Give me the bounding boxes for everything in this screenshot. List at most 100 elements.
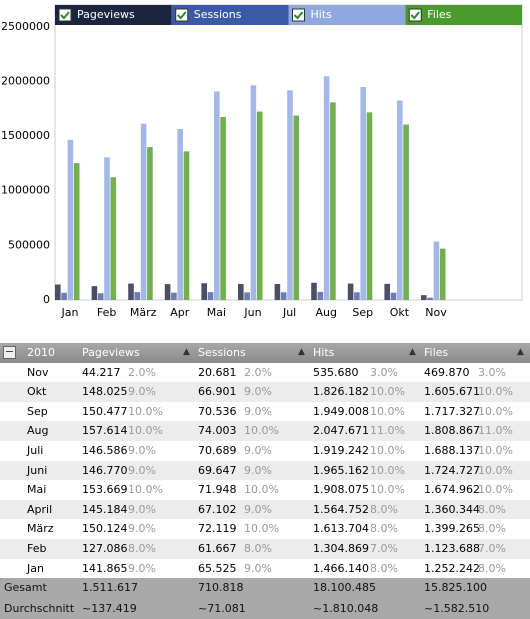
bar bbox=[439, 248, 446, 300]
bar bbox=[330, 102, 336, 300]
value-cell: 65.525 bbox=[198, 561, 237, 575]
bar bbox=[384, 283, 390, 300]
value-cell: 150.477 bbox=[82, 404, 128, 418]
value-cell: 1.717.327 bbox=[424, 404, 480, 418]
percent-cell: 10.0% bbox=[370, 385, 405, 399]
bar bbox=[104, 157, 110, 300]
column-header: 2010 bbox=[27, 346, 55, 359]
table-row: Okt 148.025 9.0% 66.901 9.0% 1.826.182 10.0% 1.… bbox=[0, 382, 530, 402]
value-cell: 1.466.140 bbox=[313, 561, 369, 575]
value-cell: 74.003 bbox=[198, 424, 237, 438]
month-cell: Okt bbox=[27, 385, 47, 399]
value-cell: 1.908.075 bbox=[313, 483, 369, 497]
percent-cell: 8.0% bbox=[478, 561, 506, 575]
value-cell: 141.865 bbox=[82, 561, 128, 575]
legend-label[interactable]: Pageviews bbox=[77, 8, 135, 21]
percent-cell: 10.0% bbox=[478, 443, 513, 457]
column-header[interactable]: Sessions bbox=[198, 346, 246, 359]
percent-cell: 9.0% bbox=[244, 443, 272, 457]
x-tick-label: Nov bbox=[425, 306, 447, 319]
bar bbox=[244, 292, 250, 300]
sort-icon[interactable]: ▲ bbox=[517, 347, 524, 357]
month-cell: April bbox=[27, 502, 53, 516]
table-row: Sep 150.477 10.0% 70.536 9.0% 1.949.008 10.0% 1… bbox=[0, 401, 530, 422]
value-cell: 145.184 bbox=[82, 502, 128, 516]
value-cell: 1.724.727 bbox=[424, 463, 480, 477]
bar bbox=[183, 151, 190, 300]
legend-checkbox[interactable] bbox=[58, 8, 72, 22]
bar bbox=[214, 91, 220, 300]
percent-cell: 10.0% bbox=[478, 385, 513, 399]
month-cell: Nov bbox=[27, 365, 49, 379]
bar bbox=[238, 283, 244, 300]
column-header[interactable]: Files bbox=[424, 346, 449, 359]
bar bbox=[140, 123, 147, 300]
legend-checkbox[interactable] bbox=[408, 8, 422, 22]
legend-checkbox[interactable] bbox=[292, 8, 305, 22]
bar bbox=[317, 291, 324, 300]
bar bbox=[147, 147, 153, 300]
collapse-button[interactable]: − bbox=[3, 345, 16, 359]
value-cell: 153.669 bbox=[82, 483, 128, 497]
sort-icon[interactable]: ▲ bbox=[183, 347, 190, 357]
percent-cell: 7.0% bbox=[478, 541, 506, 555]
footer-cell: Durchschnitt bbox=[4, 601, 75, 615]
percent-cell: 8.0% bbox=[128, 541, 156, 555]
legend-check bbox=[60, 11, 70, 20]
percent-cell: 8.0% bbox=[370, 522, 398, 536]
y-tick-label: 1000000 bbox=[1, 184, 50, 197]
footer-cell: Gesamt bbox=[4, 581, 47, 595]
legend-label[interactable]: Hits bbox=[311, 8, 333, 21]
value-cell: 150.124 bbox=[82, 522, 128, 536]
legend-label[interactable]: Sessions bbox=[194, 8, 242, 21]
table-footer-row: Gesamt 1.511.617 710.818 18.100.485 15.825.1… bbox=[0, 578, 530, 599]
month-cell: Mai bbox=[27, 483, 47, 497]
sort-icon[interactable]: ▲ bbox=[409, 347, 416, 357]
column-header[interactable]: Pageviews bbox=[82, 346, 140, 359]
footer-cell: ~71.081 bbox=[198, 601, 246, 615]
bar bbox=[67, 139, 74, 300]
x-tick-label: Jun bbox=[243, 306, 261, 319]
value-cell: 44.217 bbox=[82, 365, 121, 379]
legend-item[interactable] bbox=[55, 5, 172, 25]
percent-cell: 10.0% bbox=[128, 424, 163, 438]
x-tick-label: Mai bbox=[207, 306, 226, 319]
bar bbox=[366, 112, 373, 301]
value-cell: 157.614 bbox=[82, 424, 128, 438]
percent-cell: 9.0% bbox=[244, 502, 272, 516]
x-tick-label: März bbox=[130, 306, 157, 319]
bar bbox=[323, 76, 330, 300]
percent-cell: 10.0% bbox=[370, 483, 405, 497]
month-cell: März bbox=[27, 522, 54, 536]
percent-cell: 9.0% bbox=[244, 385, 272, 399]
bar bbox=[250, 85, 257, 300]
y-tick-label: 500000 bbox=[8, 238, 50, 251]
bar bbox=[201, 283, 207, 300]
legend-label[interactable]: Files bbox=[427, 8, 451, 21]
footer-cell: ~1.810.048 bbox=[313, 601, 379, 615]
value-cell: 1.949.008 bbox=[313, 404, 369, 418]
y-tick-label: 0 bbox=[43, 293, 50, 306]
bar bbox=[287, 90, 293, 300]
bar bbox=[433, 241, 440, 300]
percent-cell: 9.0% bbox=[128, 443, 156, 457]
bar bbox=[293, 115, 300, 300]
month-cell: Jan bbox=[27, 561, 44, 575]
value-cell: 1.826.182 bbox=[313, 385, 369, 399]
legend-item[interactable] bbox=[405, 5, 522, 25]
legend-check bbox=[410, 11, 421, 20]
percent-cell: 10.0% bbox=[370, 463, 405, 477]
sort-icon[interactable]: ▲ bbox=[298, 347, 305, 357]
percent-cell: 9.0% bbox=[244, 561, 272, 575]
legend-item[interactable] bbox=[171, 5, 289, 25]
bar bbox=[110, 177, 117, 300]
column-header[interactable]: Hits bbox=[313, 346, 335, 359]
legend-item[interactable] bbox=[288, 5, 406, 25]
y-tick-label: 1500000 bbox=[1, 129, 50, 142]
bar bbox=[403, 124, 409, 300]
table-row: Aug 157.614 10.0% 74.003 10.0% 2.047.671 11.0%… bbox=[0, 421, 530, 441]
bar bbox=[220, 116, 226, 300]
x-tick-label: Okt bbox=[390, 306, 410, 319]
legend-checkbox[interactable] bbox=[175, 8, 189, 22]
value-cell: 146.586 bbox=[82, 443, 128, 457]
